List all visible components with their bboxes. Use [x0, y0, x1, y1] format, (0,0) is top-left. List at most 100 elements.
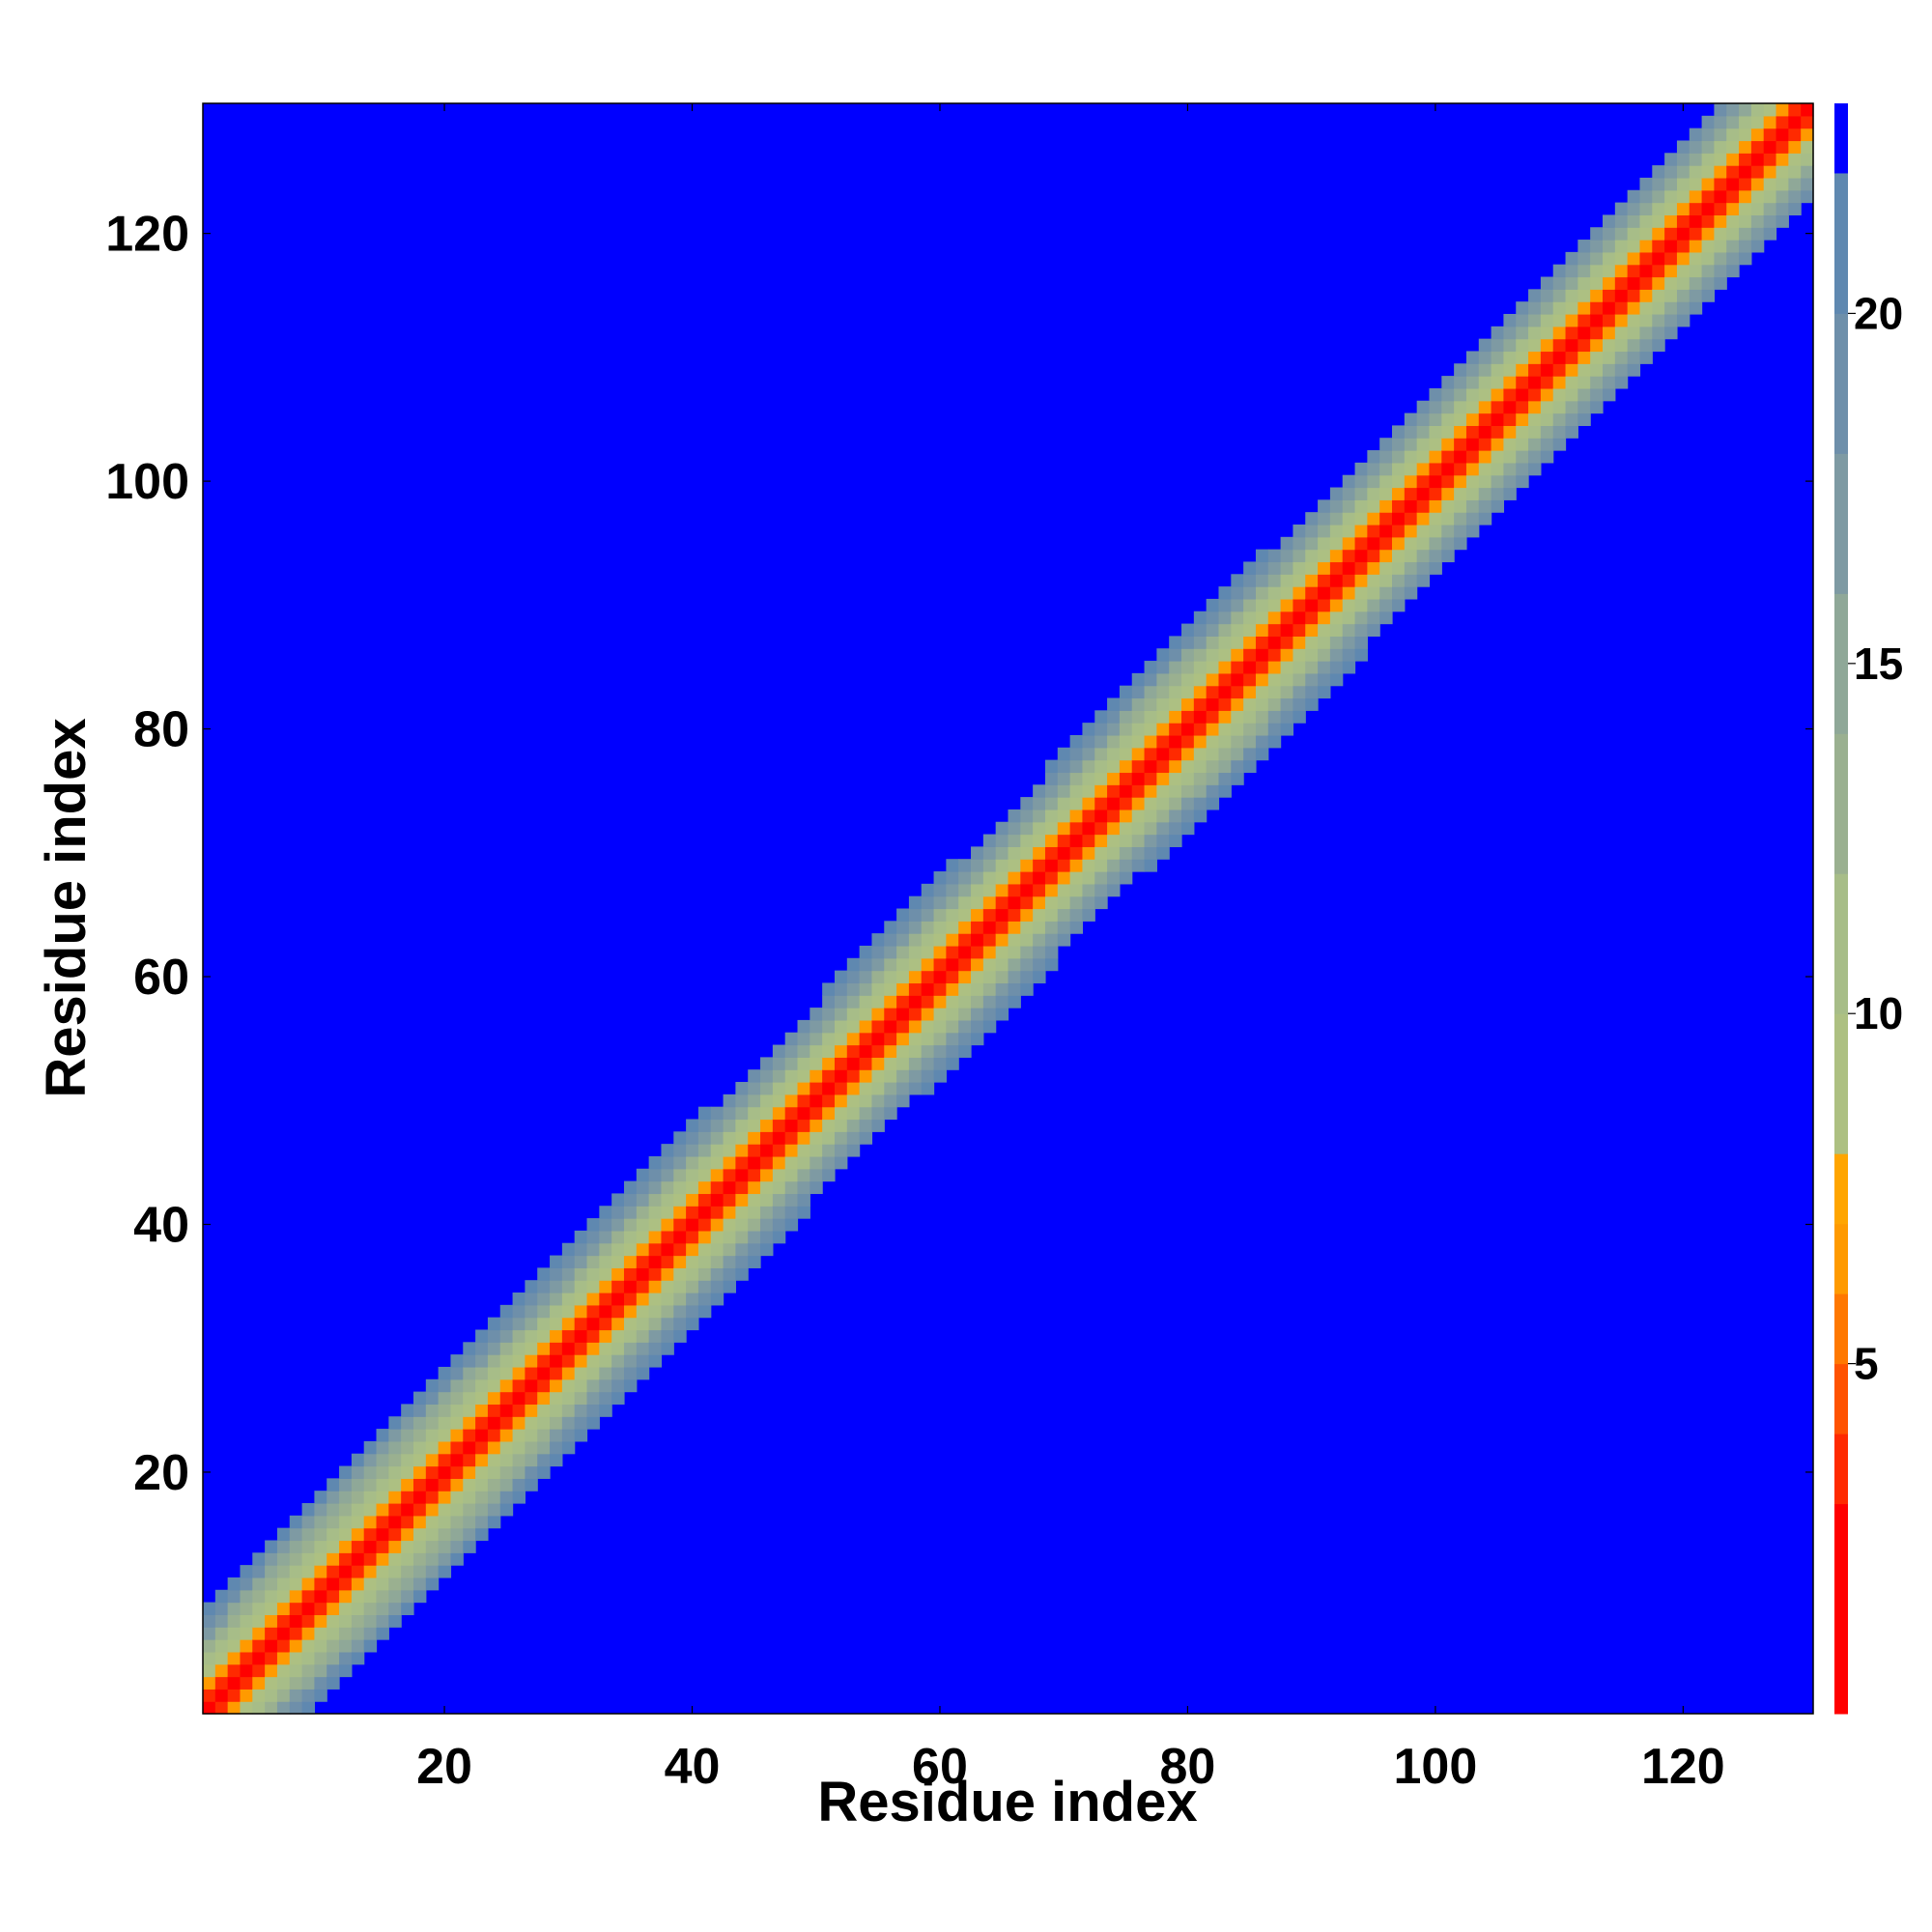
heatmap-cell: [834, 1106, 848, 1121]
heatmap-cell: [871, 995, 885, 1009]
colorbar-tick-label: 20: [1854, 288, 1903, 338]
heatmap-cell: [995, 859, 1009, 872]
heatmap-cell: [1750, 153, 1765, 166]
heatmap-cell: [1094, 871, 1108, 885]
heatmap-cell: [561, 1354, 576, 1368]
heatmap-cell: [1416, 524, 1431, 538]
heatmap-cell: [438, 1503, 452, 1517]
heatmap-cell: [1379, 524, 1393, 538]
heatmap-cell: [772, 1168, 786, 1182]
heatmap-cell: [363, 1639, 378, 1653]
heatmap-cell: [1069, 908, 1084, 922]
heatmap-cell: [550, 1453, 563, 1467]
heatmap-cell: [1329, 536, 1344, 551]
heatmap-cell: [289, 1639, 303, 1653]
heatmap-cell: [1069, 797, 1084, 810]
heatmap-cell: [1206, 648, 1220, 662]
heatmap-cell: [1318, 549, 1331, 563]
heatmap-cell: [499, 1304, 514, 1319]
heatmap-cell: [884, 1094, 897, 1108]
heatmap-cell: [611, 1391, 625, 1406]
heatmap-cell: [561, 1304, 576, 1319]
heatmap-cell: [710, 1119, 724, 1132]
heatmap-cell: [1404, 487, 1418, 500]
heatmap-cell: [1429, 549, 1442, 563]
heatmap-cell: [1652, 189, 1665, 204]
heatmap-cell: [1714, 153, 1727, 166]
heatmap-cell: [227, 1663, 242, 1678]
heatmap-cell: [1491, 438, 1505, 451]
heatmap-cell: [1552, 338, 1567, 353]
heatmap-cell: [871, 1057, 885, 1070]
heatmap-cell: [1739, 202, 1752, 215]
heatmap-cell: [846, 1044, 861, 1058]
heatmap-cell: [908, 957, 923, 972]
heatmap-cell: [537, 1416, 551, 1430]
heatmap-cell: [1465, 400, 1480, 414]
heatmap-cell: [1454, 376, 1467, 389]
heatmap-cell: [1528, 400, 1542, 414]
heatmap-cell: [1094, 734, 1108, 749]
heatmap-cell: [686, 1218, 699, 1232]
heatmap-cell: [896, 957, 910, 972]
heatmap-cell: [499, 1440, 514, 1455]
heatmap-cell: [1552, 400, 1567, 414]
heatmap-cell: [673, 1267, 687, 1281]
heatmap-cell: [1169, 685, 1182, 699]
heatmap-cell: [958, 1008, 972, 1021]
heatmap-cell: [1131, 672, 1146, 687]
heatmap-cell: [710, 1155, 724, 1170]
heatmap-cell: [1020, 970, 1034, 984]
heatmap-cell: [1750, 202, 1765, 215]
heatmap-cell: [1652, 264, 1665, 278]
heatmap-cell: [673, 1255, 687, 1268]
heatmap-cell: [710, 1242, 724, 1257]
heatmap-cell: [1540, 289, 1554, 302]
heatmap-cell: [1329, 586, 1344, 600]
heatmap-cell: [1094, 821, 1108, 836]
heatmap-cell: [1293, 648, 1306, 662]
heatmap-cell: [797, 1069, 810, 1083]
heatmap-cell: [1069, 734, 1084, 749]
heatmap-cell: [1305, 549, 1319, 563]
heatmap-cell: [1033, 821, 1046, 836]
heatmap-cell: [760, 1069, 774, 1083]
heatmap-cell: [1701, 240, 1716, 253]
heatmap-cell: [723, 1106, 736, 1121]
heatmap-cell: [1565, 376, 1578, 389]
heatmap-cell: [723, 1255, 736, 1268]
heatmap-cell: [1516, 412, 1529, 426]
heatmap-cell: [1726, 227, 1740, 241]
heatmap-cell: [289, 1577, 303, 1591]
heatmap-cell: [376, 1440, 389, 1455]
heatmap-cell: [921, 895, 935, 910]
heatmap-cell: [1131, 685, 1146, 699]
heatmap-cell: [611, 1193, 625, 1207]
heatmap-cell: [1119, 697, 1133, 711]
heatmap-cell: [1169, 672, 1182, 687]
heatmap-cell: [1454, 524, 1467, 538]
heatmap-cell: [586, 1280, 600, 1293]
heatmap-cell: [1318, 586, 1331, 600]
x-tick-label: 80: [1160, 1739, 1216, 1795]
heatmap-cell: [1094, 895, 1108, 910]
heatmap-cell: [673, 1293, 687, 1306]
heatmap-cell: [401, 1589, 414, 1604]
heatmap-cell: [772, 1144, 786, 1157]
heatmap-cell: [1739, 165, 1752, 179]
heatmap-cell: [784, 1106, 799, 1121]
heatmap-cell: [834, 995, 848, 1009]
heatmap-cell: [946, 933, 959, 947]
heatmap-cell: [351, 1491, 365, 1504]
heatmap-cell: [327, 1565, 340, 1578]
heatmap-cell: [982, 895, 997, 910]
heatmap-cell: [1008, 995, 1021, 1009]
heatmap-cell: [1181, 797, 1195, 810]
heatmap-cell: [1465, 499, 1480, 513]
heatmap-cell: [412, 1429, 427, 1442]
heatmap-cell: [1082, 895, 1095, 910]
heatmap-cell: [1664, 289, 1678, 302]
heatmap-cell: [1590, 289, 1604, 302]
heatmap-cell: [822, 995, 836, 1009]
heatmap-cell: [1603, 376, 1616, 389]
